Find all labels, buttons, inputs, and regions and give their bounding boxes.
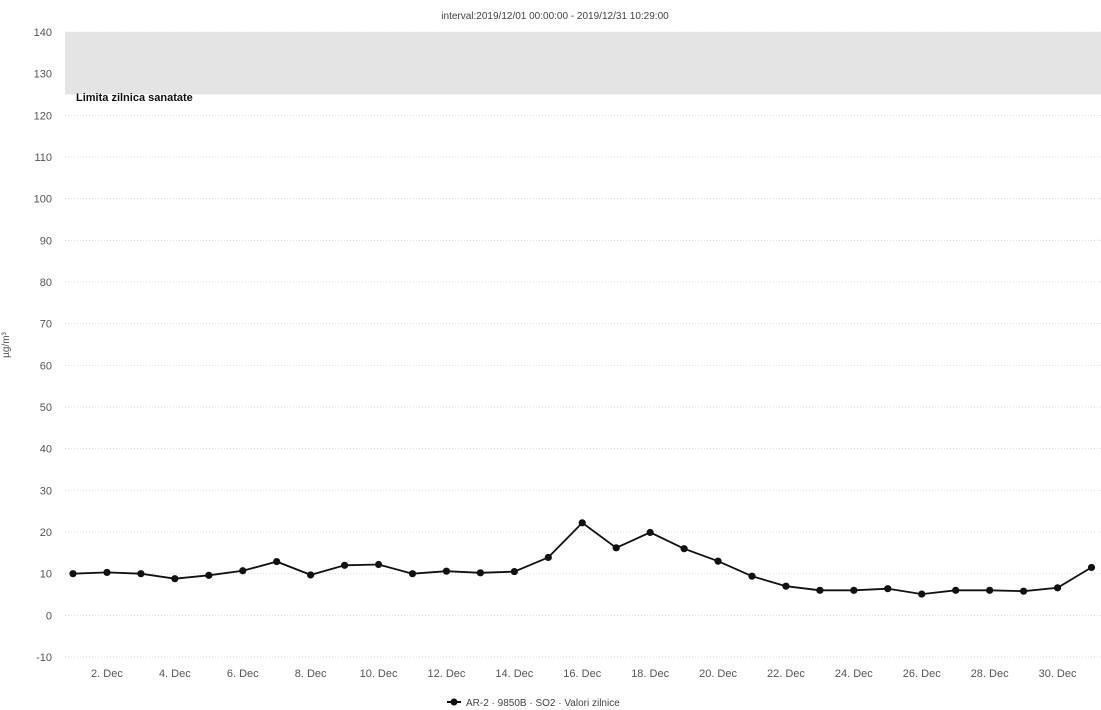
data-point[interactable]: [884, 585, 892, 593]
data-point[interactable]: [986, 586, 994, 594]
data-point[interactable]: [476, 569, 484, 577]
y-tick-label: 20: [40, 527, 52, 539]
data-point[interactable]: [1087, 563, 1096, 572]
x-tick-label: 12. Dec: [427, 668, 465, 680]
y-axis-ticks: -10 0 10 20 30 40 50 60 70 80 90 100 110 120 130 140: [34, 27, 52, 664]
data-point[interactable]: [510, 567, 518, 576]
legend-series-label: AR-2 · 9850B · SO2 · Valori zilnice: [466, 698, 620, 709]
data-point[interactable]: [578, 519, 586, 527]
data-point[interactable]: [1053, 584, 1062, 592]
x-tick-label: 14. Dec: [495, 668, 533, 680]
x-tick-label: 26. Dec: [903, 668, 941, 680]
x-tick-label: 2. Dec: [91, 668, 123, 680]
x-tick-label: 22. Dec: [767, 668, 805, 680]
data-point[interactable]: [374, 560, 383, 569]
y-tick-label: -10: [36, 652, 52, 664]
y-axis-label: µg/m³: [1, 331, 12, 357]
y-tick-label: 50: [40, 402, 52, 414]
data-point[interactable]: [816, 586, 824, 594]
x-tick-label: 24. Dec: [835, 668, 873, 680]
limit-band-area: [65, 32, 1101, 95]
y-tick-label: 70: [40, 319, 52, 331]
legend: AR-2 · 9850B · SO2 · Valori zilnice: [447, 698, 620, 709]
data-point[interactable]: [307, 571, 315, 579]
data-point[interactable]: [171, 575, 179, 583]
data-point[interactable]: [205, 571, 213, 579]
x-tick-label: 18. Dec: [631, 668, 669, 680]
y-tick-label: 100: [34, 194, 52, 206]
data-point[interactable]: [341, 561, 349, 569]
x-tick-label: 28. Dec: [971, 668, 1009, 680]
data-point[interactable]: [103, 568, 111, 577]
x-tick-label: 30. Dec: [1039, 668, 1077, 680]
series-group: [69, 519, 1096, 598]
y-tick-label: 0: [46, 610, 52, 622]
data-point[interactable]: [273, 557, 281, 566]
data-point[interactable]: [239, 567, 247, 575]
data-point[interactable]: [714, 557, 722, 565]
y-tick-label: 30: [40, 485, 52, 497]
x-tick-label: 4. Dec: [159, 668, 191, 680]
data-point[interactable]: [442, 567, 451, 575]
y-tick-label: 80: [40, 277, 52, 289]
data-point[interactable]: [952, 586, 960, 594]
data-point[interactable]: [408, 570, 417, 578]
y-tick-label: 130: [34, 69, 52, 81]
limit-band: [65, 32, 1101, 95]
data-point[interactable]: [748, 572, 756, 580]
data-point[interactable]: [850, 586, 858, 594]
data-point[interactable]: [1020, 587, 1028, 595]
legend-point-marker: [450, 698, 458, 706]
x-tick-label: 16. Dec: [563, 668, 601, 680]
series-line: [72, 521, 1092, 596]
data-point[interactable]: [646, 528, 654, 537]
limit-band-label: Limita zilnica sanatate: [76, 92, 193, 104]
x-tick-label: 10. Dec: [360, 668, 398, 680]
data-point[interactable]: [612, 544, 620, 552]
y-tick-label: 60: [40, 360, 52, 372]
y-tick-label: 120: [34, 110, 52, 122]
x-tick-label: 20. Dec: [699, 668, 737, 680]
data-point[interactable]: [782, 582, 790, 590]
data-point[interactable]: [680, 545, 688, 553]
y-tick-label: 90: [40, 235, 52, 247]
x-tick-label: 8. Dec: [295, 668, 327, 680]
data-point[interactable]: [544, 553, 552, 562]
x-axis-ticks: 2. Dec 4. Dec 6. Dec 8. Dec 10. Dec 12. Dec 14…: [91, 668, 1077, 680]
y-tick-label: 140: [34, 27, 52, 39]
grid: [65, 31, 1101, 658]
chart-title: interval:2019/12/01 00:00:00 - 2019/12/3…: [441, 11, 669, 22]
y-tick-label: 10: [40, 569, 52, 581]
data-point[interactable]: [137, 570, 145, 578]
y-tick-label: 110: [34, 152, 52, 164]
data-point[interactable]: [69, 570, 77, 578]
y-tick-label: 40: [40, 444, 52, 456]
x-tick-label: 6. Dec: [227, 668, 259, 680]
data-point[interactable]: [918, 590, 926, 598]
